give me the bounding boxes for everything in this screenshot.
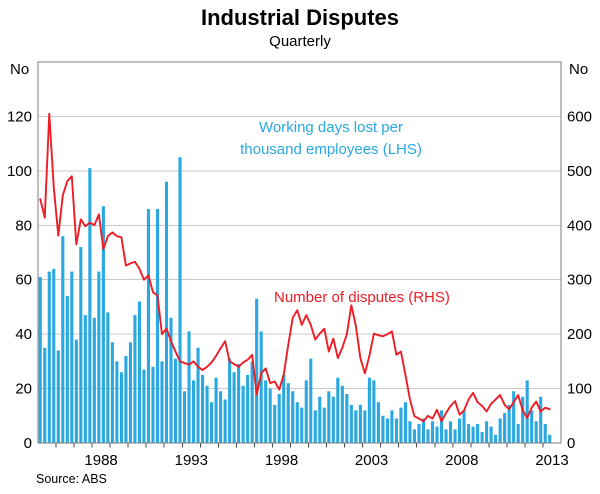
svg-text:600: 600	[567, 108, 592, 125]
chart-title: Industrial Disputes	[200, 5, 400, 30]
svg-text:20: 20	[15, 381, 32, 398]
svg-text:0: 0	[24, 435, 32, 452]
svg-text:300: 300	[567, 272, 592, 289]
svg-text:100: 100	[7, 163, 32, 180]
source-note: Source: ABS	[36, 472, 107, 486]
svg-text:1998: 1998	[265, 452, 298, 469]
svg-text:120: 120	[7, 108, 32, 125]
chart-subtitle: Quarterly	[269, 33, 331, 50]
svg-text:200: 200	[567, 326, 592, 343]
svg-text:500: 500	[567, 163, 592, 180]
svg-text:2013: 2013	[535, 452, 568, 469]
svg-text:2003: 2003	[355, 452, 388, 469]
svg-text:1993: 1993	[175, 452, 208, 469]
bars-series-label-line2: thousand employees (LHS)	[240, 141, 422, 158]
bars-series-label-line1: Working days lost per	[259, 119, 403, 136]
svg-text:40: 40	[15, 326, 32, 343]
svg-text:60: 60	[15, 272, 32, 289]
svg-text:400: 400	[567, 217, 592, 234]
svg-text:100: 100	[567, 381, 592, 398]
svg-text:1988: 1988	[84, 452, 117, 469]
svg-text:2008: 2008	[445, 452, 478, 469]
svg-text:80: 80	[15, 217, 32, 234]
bars-series-label: Working days lost per thousand employees…	[201, 117, 461, 161]
right-axis-unit: No	[569, 61, 589, 78]
line-series-label: Number of disputes (RHS)	[274, 289, 450, 306]
svg-text:0: 0	[567, 435, 575, 452]
left-axis-unit: No	[10, 61, 30, 78]
